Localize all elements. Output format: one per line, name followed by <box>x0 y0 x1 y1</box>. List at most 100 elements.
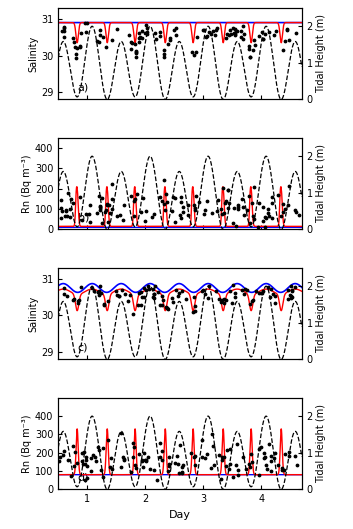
Point <box>249 297 255 305</box>
Point <box>72 448 78 456</box>
Point <box>167 453 172 461</box>
Point <box>265 205 271 213</box>
Point <box>222 299 227 307</box>
Point <box>104 200 109 208</box>
Point <box>164 304 170 312</box>
Point <box>239 286 245 294</box>
Point <box>285 295 291 303</box>
Point <box>230 218 236 227</box>
Point <box>265 209 271 217</box>
Point <box>261 449 267 457</box>
Point <box>233 222 239 230</box>
Point <box>61 33 67 41</box>
Point <box>178 193 184 202</box>
Point <box>166 462 172 470</box>
Point <box>82 476 87 485</box>
Point <box>122 289 128 298</box>
Point <box>117 211 122 219</box>
Point <box>142 217 148 226</box>
Point <box>239 195 245 204</box>
Point <box>225 186 231 194</box>
Point <box>74 459 79 467</box>
Point <box>100 32 106 41</box>
Point <box>294 461 300 469</box>
Point <box>145 452 151 461</box>
Point <box>270 289 276 298</box>
Point <box>141 449 146 457</box>
Point <box>138 32 143 41</box>
Point <box>199 436 204 444</box>
Point <box>99 218 105 227</box>
Point <box>179 286 184 295</box>
Point <box>133 52 138 61</box>
Point <box>209 430 215 439</box>
Point <box>133 49 139 58</box>
Point <box>256 198 262 207</box>
Point <box>77 42 83 50</box>
Point <box>113 287 119 295</box>
Point <box>98 466 104 474</box>
Point <box>265 283 271 291</box>
Point <box>284 24 290 33</box>
Point <box>83 456 88 464</box>
Point <box>155 476 160 485</box>
Point <box>175 460 180 468</box>
Point <box>64 291 70 300</box>
Point <box>66 456 71 464</box>
Point <box>260 35 265 43</box>
Point <box>101 299 107 308</box>
Point <box>72 42 77 51</box>
Point <box>64 205 69 214</box>
Point <box>169 207 175 215</box>
Point <box>170 193 175 202</box>
Point <box>247 52 252 61</box>
Point <box>200 286 206 295</box>
Point <box>61 23 67 31</box>
Point <box>85 474 90 482</box>
Point <box>262 223 268 232</box>
Point <box>292 452 298 460</box>
Point <box>296 211 301 220</box>
Point <box>133 48 139 56</box>
Point <box>97 206 103 214</box>
Point <box>227 464 232 473</box>
Point <box>186 211 191 219</box>
Point <box>270 193 275 201</box>
Point <box>232 29 237 38</box>
Point <box>289 286 295 294</box>
Point <box>61 446 67 455</box>
Point <box>84 19 90 28</box>
Point <box>78 283 84 291</box>
Point <box>214 206 220 215</box>
Point <box>157 28 162 37</box>
Point <box>275 460 281 469</box>
Point <box>202 289 208 298</box>
Point <box>132 443 137 451</box>
Point <box>282 205 288 213</box>
Point <box>131 212 137 220</box>
Point <box>251 36 257 44</box>
Point <box>161 52 167 61</box>
Point <box>268 467 274 475</box>
Point <box>261 454 267 463</box>
Point <box>61 24 67 32</box>
Point <box>180 461 186 470</box>
Point <box>128 192 133 200</box>
Point <box>129 39 134 47</box>
Point <box>105 218 111 226</box>
Point <box>228 30 234 39</box>
Point <box>251 183 257 191</box>
Point <box>140 194 146 202</box>
Point <box>264 464 270 473</box>
Point <box>180 207 185 216</box>
Point <box>60 450 66 459</box>
Point <box>168 35 173 44</box>
Point <box>208 464 214 472</box>
Point <box>245 286 250 294</box>
Point <box>253 287 259 296</box>
Point <box>109 195 115 203</box>
Point <box>169 294 174 303</box>
Point <box>235 203 240 211</box>
Point <box>158 439 163 447</box>
Point <box>221 295 227 303</box>
